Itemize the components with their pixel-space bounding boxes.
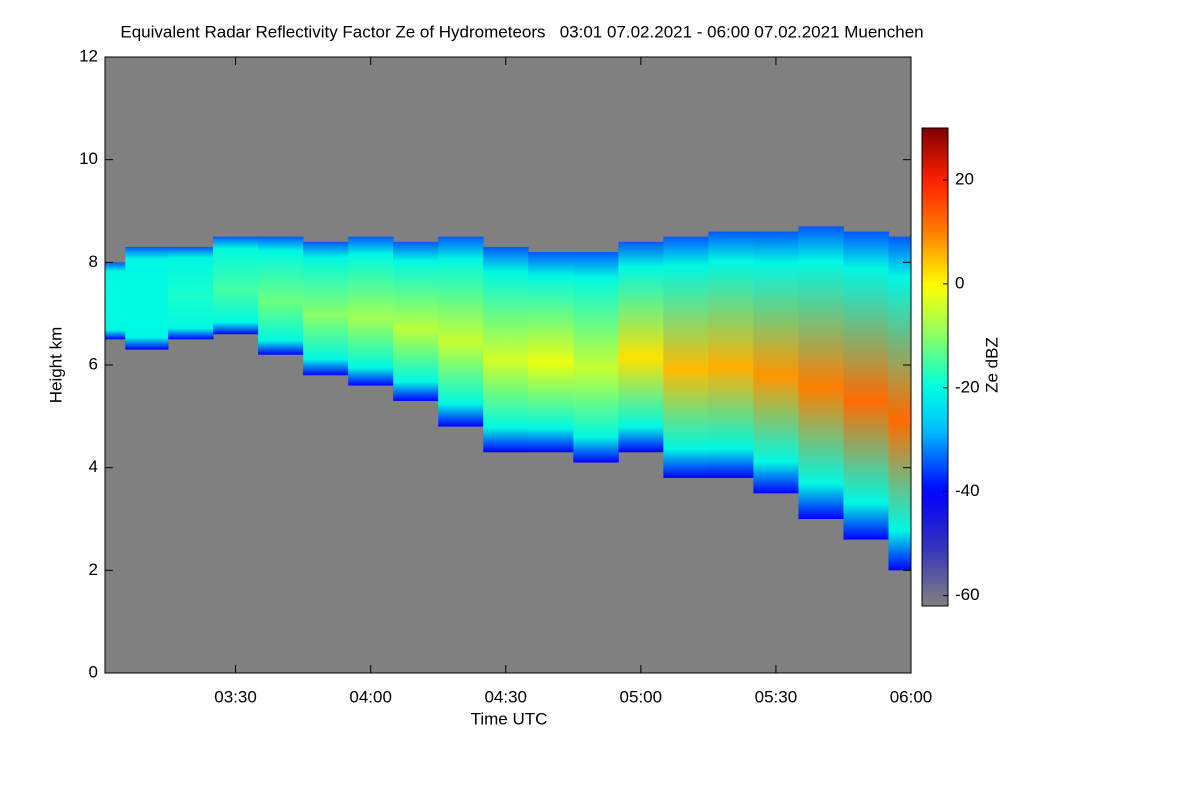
colorbar-tick-label: 0 — [955, 273, 964, 292]
colorbar — [921, 127, 949, 607]
x-tick-label: 03:30 — [214, 687, 257, 706]
x-tick-label: 04:30 — [484, 687, 527, 706]
y-tick-label: 8 — [89, 252, 98, 271]
y-tick-label: 0 — [89, 662, 98, 681]
colorbar-tick-label: -20 — [955, 377, 980, 396]
reflectivity-column — [393, 241, 439, 401]
reflectivity-column — [105, 262, 126, 340]
reflectivity-column — [348, 236, 394, 386]
reflectivity-column — [213, 236, 259, 335]
colorbar-tick-label: -40 — [955, 481, 980, 500]
y-axis-label: Height km — [46, 327, 65, 404]
reflectivity-column — [125, 246, 169, 350]
reflectivity-column — [753, 231, 799, 494]
x-axis-label: Time UTC — [471, 709, 548, 728]
reflectivity-column — [483, 246, 529, 453]
colorbar-label: Ze dBZ — [982, 337, 1001, 393]
reflectivity-column — [708, 231, 754, 478]
reflectivity-column — [663, 236, 709, 478]
reflectivity-column — [168, 246, 214, 340]
reflectivity-column — [843, 231, 889, 540]
reflectivity-column — [303, 241, 349, 376]
colorbar-tick-label: 20 — [955, 169, 974, 188]
colorbar-tick-label: -60 — [955, 585, 980, 604]
y-tick-label: 6 — [89, 354, 98, 373]
reflectivity-column — [888, 236, 912, 571]
y-tick-label: 12 — [79, 46, 98, 65]
chart-title: Equivalent Radar Reflectivity Factor Ze … — [120, 22, 923, 41]
reflectivity-column — [258, 236, 304, 355]
y-tick-label: 10 — [79, 149, 98, 168]
reflectivity-column — [798, 226, 844, 519]
reflectivity-column — [438, 236, 484, 427]
x-tick-label: 06:00 — [890, 687, 933, 706]
x-tick-label: 05:00 — [620, 687, 663, 706]
x-tick-label: 05:30 — [755, 687, 798, 706]
y-tick-label: 2 — [89, 560, 98, 579]
reflectivity-column — [573, 252, 619, 463]
y-tick-label: 4 — [89, 457, 98, 476]
x-tick-label: 04:00 — [349, 687, 392, 706]
reflectivity-column — [528, 252, 574, 453]
reflectivity-column — [618, 241, 664, 453]
